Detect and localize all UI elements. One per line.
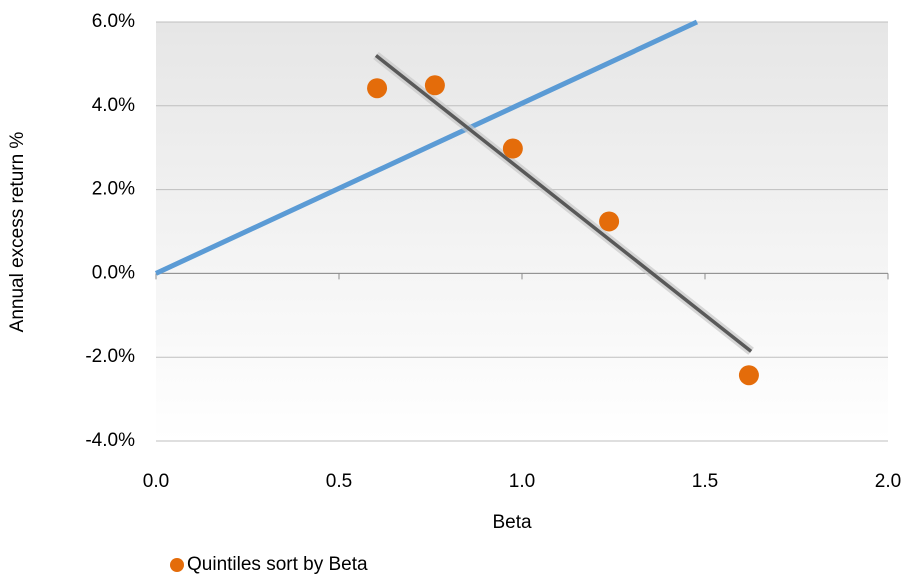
y-tick-label: 6.0% — [92, 11, 135, 32]
scatter-point — [424, 75, 445, 96]
x-axis-title: Beta — [492, 512, 532, 533]
x-tick-label: 1.5 — [692, 471, 718, 492]
scatter-point — [738, 365, 759, 386]
y-tick-label: -4.0% — [85, 430, 135, 451]
y-tick-label: -2.0% — [85, 346, 135, 367]
scatter-point — [367, 78, 388, 99]
legend-marker — [170, 558, 184, 572]
plot-area — [156, 22, 888, 441]
x-tick-label: 0.5 — [326, 471, 352, 492]
y-tick-label: 4.0% — [92, 95, 135, 116]
scatter-point — [599, 211, 620, 232]
x-tick-label: 0.0 — [143, 471, 169, 492]
x-tick-label: 2.0 — [875, 471, 901, 492]
y-axis-title: Annual excess return % — [7, 132, 28, 333]
y-tick-label: 2.0% — [92, 179, 135, 200]
trendline — [374, 54, 753, 353]
x-tick-label: 1.0 — [509, 471, 535, 492]
legend-label: Quintiles sort by Beta — [187, 554, 368, 575]
y-tick-label: 0.0% — [92, 262, 135, 283]
market-line — [154, 19, 699, 276]
scatter-point — [502, 138, 523, 159]
